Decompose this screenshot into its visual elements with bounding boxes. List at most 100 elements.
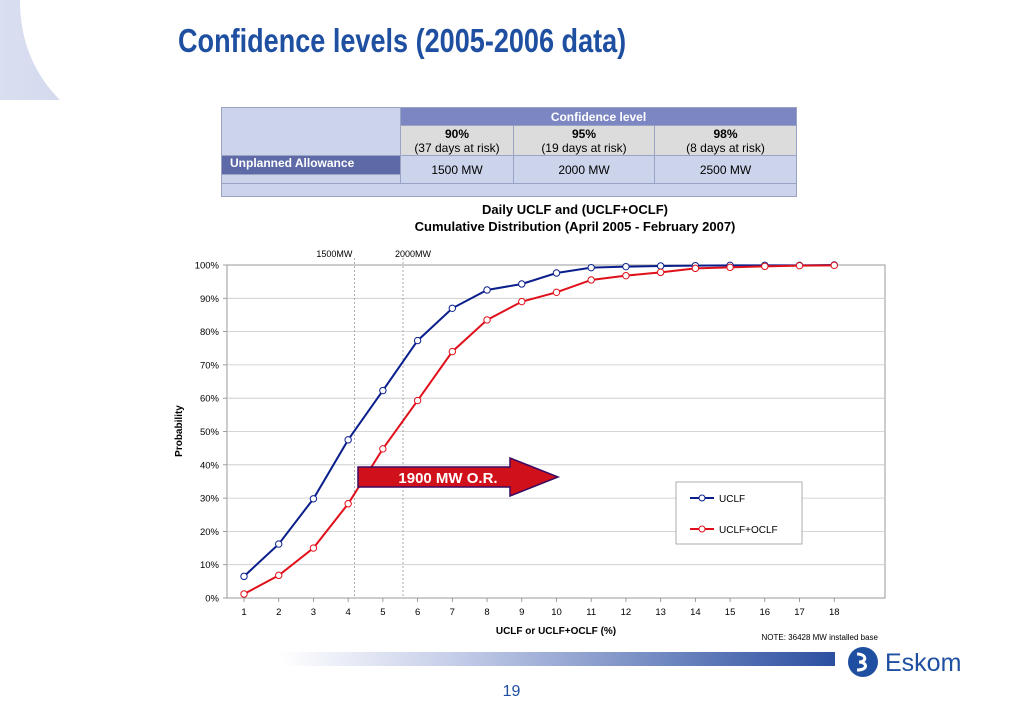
table-col-95: 95% (19 days at risk) bbox=[513, 125, 655, 156]
data-point bbox=[413, 336, 422, 345]
eskom-logo: Eskom bbox=[848, 647, 961, 677]
reference-lines: 1500MW 2000MW bbox=[316, 249, 432, 598]
data-point bbox=[379, 445, 387, 453]
table-value: 1500 MW bbox=[400, 155, 514, 184]
y-tick-labels: 0% 10% 20% 30% 40% 50% 60% 70% 80% 90% 100% bbox=[195, 261, 220, 605]
series-line bbox=[243, 264, 835, 595]
data-point bbox=[344, 500, 352, 508]
y-tick-label: 60% bbox=[200, 394, 220, 405]
col-pct: 90% bbox=[444, 126, 470, 141]
x-tick-label: 16 bbox=[760, 607, 771, 618]
col-pct: 95% bbox=[571, 126, 597, 141]
data-point bbox=[622, 271, 630, 280]
data-point bbox=[518, 280, 526, 288]
data-point bbox=[309, 495, 318, 503]
col-risk: (19 days at risk) bbox=[541, 140, 627, 155]
data-point bbox=[240, 572, 248, 581]
x-tick-label: 14 bbox=[690, 607, 701, 618]
x-tick-labels: 1 2 3 4 5 6 7 8 9 10 11 12 13 14 15 16 17 18 bbox=[241, 607, 839, 618]
table-col-98: 98% (8 days at risk) bbox=[654, 125, 797, 156]
y-tick-label: 0% bbox=[205, 594, 219, 605]
y-axis-label: Probability bbox=[174, 405, 185, 457]
y-tick-label: 90% bbox=[200, 294, 220, 305]
col-pct: 98% bbox=[713, 126, 738, 141]
data-point bbox=[552, 288, 561, 297]
x-tick-label: 4 bbox=[346, 607, 351, 618]
x-tick-label: 11 bbox=[586, 607, 596, 618]
x-tick-label: 8 bbox=[484, 607, 489, 618]
x-tick-label: 6 bbox=[415, 607, 420, 618]
data-point bbox=[483, 286, 491, 294]
reference-line-label: 1500MW bbox=[316, 249, 353, 259]
y-tick-label: 40% bbox=[200, 460, 220, 471]
table-col-90: 90% (37 days at risk) bbox=[400, 125, 514, 156]
data-point bbox=[656, 268, 665, 277]
page-title: Confidence levels (2005-2006 data) bbox=[178, 22, 627, 59]
data-point bbox=[483, 316, 491, 324]
data-point bbox=[656, 262, 665, 270]
y-tick-label: 100% bbox=[195, 261, 220, 272]
table-value: 2500 MW bbox=[654, 155, 797, 184]
confidence-table: Confidence level 90% (37 days at risk) 95… bbox=[221, 107, 797, 197]
x-tick-label: 3 bbox=[311, 607, 316, 618]
table-row-label: Unplanned Allowance bbox=[221, 155, 401, 175]
series-uclf-oclf bbox=[240, 261, 838, 598]
data-point bbox=[622, 262, 630, 271]
data-point bbox=[240, 590, 248, 598]
data-point bbox=[309, 544, 318, 552]
legend-uclf-oclf-marker bbox=[698, 525, 706, 533]
col-risk: (8 days at risk) bbox=[686, 140, 765, 155]
series-line bbox=[243, 264, 835, 578]
x-tick-label: 18 bbox=[829, 607, 840, 618]
y-tick-label: 50% bbox=[200, 427, 220, 438]
data-point bbox=[552, 269, 561, 277]
reference-line-label: 2000MW bbox=[395, 249, 432, 259]
data-point bbox=[275, 540, 283, 548]
data-point bbox=[830, 261, 838, 270]
x-tick-label: 2 bbox=[276, 607, 281, 618]
data-point bbox=[726, 263, 734, 272]
data-point bbox=[448, 304, 457, 312]
x-axis-label: UCLF or UCLF+OCLF (%) bbox=[496, 626, 616, 637]
legend: UCLF UCLF+OCLF bbox=[675, 481, 803, 545]
chart-title: Daily UCLF and (UCLF+OCLF) bbox=[482, 202, 668, 217]
x-tick-label: 17 bbox=[794, 607, 805, 618]
x-tick-label: 5 bbox=[380, 607, 385, 618]
or-annotation-arrow: 1900 MW O.R. bbox=[357, 456, 561, 498]
data-point bbox=[379, 386, 387, 395]
eskom-logo-text: Eskom bbox=[885, 649, 961, 677]
legend-box bbox=[675, 481, 803, 545]
data-point bbox=[518, 297, 526, 306]
legend-uclf-oclf-label: UCLF+OCLF bbox=[719, 525, 778, 536]
y-tick-label: 80% bbox=[200, 327, 220, 338]
data-point bbox=[761, 262, 769, 271]
table-footer-band bbox=[221, 183, 797, 197]
chart-subtitle: Cumulative Distribution (April 2005 - Fe… bbox=[415, 219, 736, 234]
x-tick-label: 15 bbox=[725, 607, 736, 618]
data-point bbox=[587, 263, 595, 272]
legend-uclf-label: UCLF bbox=[719, 494, 745, 505]
data-point bbox=[448, 347, 457, 356]
data-point bbox=[344, 436, 352, 444]
x-tick-label: 9 bbox=[519, 607, 524, 618]
series-group bbox=[240, 261, 838, 598]
data-point bbox=[691, 264, 700, 273]
y-tick-label: 70% bbox=[200, 360, 220, 371]
y-tick-label: 10% bbox=[200, 560, 220, 571]
x-tick-label: 1 bbox=[241, 607, 246, 618]
installed-base-note: NOTE: 36428 MW installed base bbox=[762, 633, 879, 642]
footer-gradient-bar bbox=[280, 652, 835, 666]
x-tick-label: 10 bbox=[551, 607, 562, 618]
y-tick-label: 20% bbox=[200, 527, 220, 538]
data-point bbox=[587, 276, 595, 284]
x-tick-label: 7 bbox=[450, 607, 455, 618]
page-number: 19 bbox=[502, 683, 521, 700]
or-annotation-text: 1900 MW O.R. bbox=[398, 470, 497, 487]
grid-lines bbox=[223, 264, 885, 602]
data-point bbox=[413, 396, 422, 405]
y-tick-label: 30% bbox=[200, 494, 220, 505]
series-uclf bbox=[240, 261, 838, 581]
header-curve bbox=[20, 0, 1023, 100]
legend-uclf-marker bbox=[698, 494, 706, 502]
